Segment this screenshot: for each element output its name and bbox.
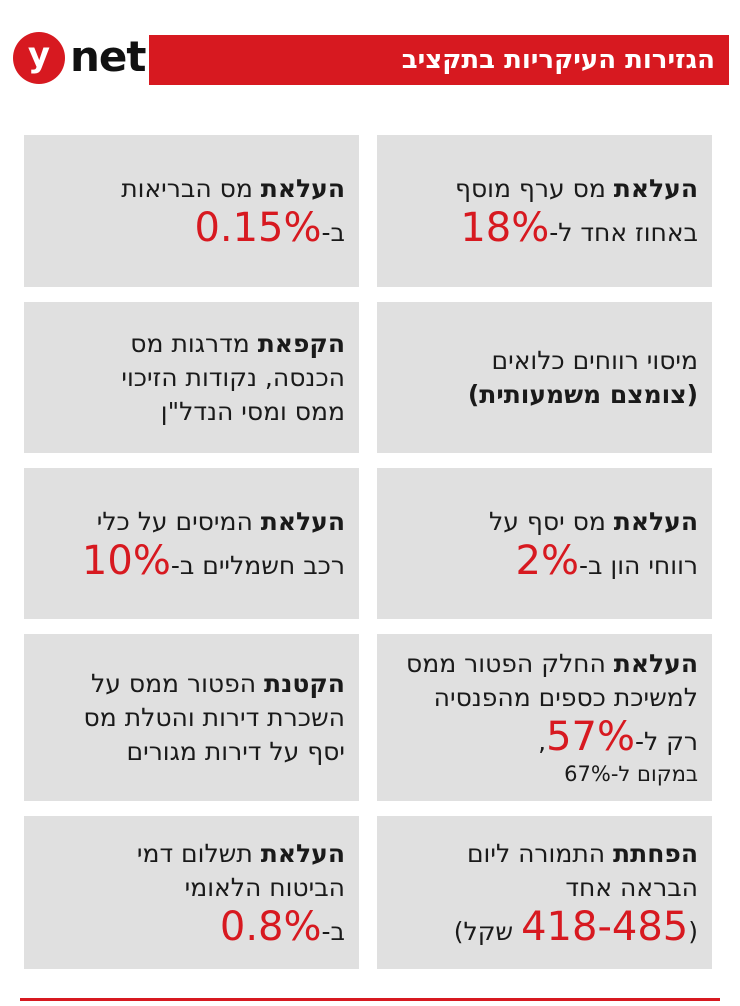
- cell-line: הכנסה, נקודות הזיכוי: [121, 362, 345, 392]
- cell-text: מס ערף מוסף: [454, 174, 614, 203]
- cell-highlight: העלאת: [613, 506, 698, 536]
- cell-big-value: 0.15%: [194, 205, 322, 251]
- cell-text: רווחי הון ב-: [579, 550, 698, 580]
- cell-highlight: הפחתת: [613, 838, 698, 868]
- cell-line: הפחתת התמורה ליום: [385, 837, 698, 871]
- cell-line: למשיכת כספים מהפנסיה: [433, 682, 698, 712]
- cell-line: רכב חשמליים ב-10%: [32, 539, 345, 583]
- cell-text: מדרגות מס: [130, 328, 258, 358]
- cell-line: רק ל-57%,: [385, 715, 698, 759]
- cell-line: העלאת החלק הפטור ממס: [385, 647, 698, 681]
- cell-text: התמורה ליום: [466, 838, 614, 868]
- cell-text: רק ל-: [634, 726, 698, 756]
- cell-line: העלאת המיסים על כלי: [32, 505, 345, 539]
- cell-big-value: 57%: [546, 713, 635, 760]
- cell-line: הבראה אחד: [565, 872, 698, 902]
- cell-line: העלאת מס הבריאות: [32, 172, 345, 206]
- logo-net-text: net: [70, 32, 146, 81]
- ynet-logo[interactable]: y net: [13, 32, 153, 90]
- cell-trapped-profits: מיסוי רווחים כלואים (צומצם משמעותית): [377, 302, 712, 453]
- cell-big-value: 0.8%: [219, 903, 322, 950]
- cell-ev-tax: העלאת המיסים על כלי רכב חשמליים ב-10%: [24, 468, 359, 619]
- cell-big-value: 10%: [81, 537, 171, 584]
- cell-big-value: 2%: [515, 537, 580, 584]
- cell-text: ב-: [321, 218, 345, 247]
- cell-line: מיסוי רווחים כלואים: [491, 345, 698, 375]
- footer-divider: [20, 998, 720, 1001]
- cell-line: העלאת מס ערף מוסף: [385, 172, 698, 206]
- cell-text: שקל): [453, 916, 522, 946]
- cell-text: ,: [538, 726, 547, 756]
- cell-text: מס יסף על: [489, 506, 614, 536]
- cell-line: הקפאת מדרגות מס: [32, 327, 345, 361]
- cell-text: תשלום דמי: [136, 838, 261, 868]
- cell-line: העלאת מס יסף על: [385, 505, 698, 539]
- cell-text: ב-: [321, 916, 345, 946]
- cell-text: באחוז אחד ל-: [549, 218, 698, 247]
- cell-text: המיסים על כלי: [96, 506, 261, 536]
- cell-highlight: הקטנת: [264, 668, 345, 698]
- cell-big-value: 418-485: [521, 903, 689, 950]
- cell-text: הפטור ממס על: [91, 668, 265, 698]
- cell-line: (418-485 שקל): [385, 905, 698, 949]
- cell-line: ב-0.15%: [32, 206, 345, 250]
- cell-line: באחוז אחד ל-18%: [385, 206, 698, 250]
- cell-highlight: העלאת: [260, 506, 345, 536]
- cell-freeze-brackets: הקפאת מדרגות מס הכנסה, נקודות הזיכוי ממס…: [24, 302, 359, 453]
- cell-text: מס הבריאות: [121, 174, 261, 203]
- cell-highlight: העלאת: [613, 174, 698, 203]
- cell-line: הקטנת הפטור ממס על: [32, 667, 345, 701]
- cell-vat: העלאת מס ערף מוסף באחוז אחד ל-18%: [377, 135, 712, 287]
- cell-line: העלאת תשלום דמי: [32, 837, 345, 871]
- cell-line: (צומצם משמעותית): [467, 379, 698, 409]
- cell-line: יסף על דירות מגורים: [126, 736, 345, 766]
- cell-text: רכב חשמליים ב-: [170, 550, 345, 580]
- cell-line: הביטוח הלאומי: [184, 872, 345, 902]
- cell-line: השכרת דירות והטלת מס: [83, 702, 345, 732]
- cell-highlight: העלאת: [613, 648, 698, 678]
- cell-big-value: 18%: [460, 205, 550, 251]
- cell-line: ב-0.8%: [32, 905, 345, 949]
- cell-recreation-pay: הפחתת התמורה ליום הבראה אחד (418-485 שקל…: [377, 816, 712, 969]
- cell-highlight: הקפאת: [257, 328, 345, 358]
- cell-text: (: [688, 916, 698, 946]
- cell-rental-exemption: הקטנת הפטור ממס על השכרת דירות והטלת מס …: [24, 634, 359, 801]
- cell-text: החלק הפטור ממס: [406, 648, 614, 678]
- cell-line: במקום ל-67%: [564, 761, 698, 786]
- title-bar: הגזירות העיקריות בתקציב: [149, 35, 729, 85]
- logo-y-circle: y: [13, 32, 65, 84]
- cell-highlight: העלאת: [260, 174, 345, 203]
- cell-capital-gains: העלאת מס יסף על רווחי הון ב-2%: [377, 468, 712, 619]
- page-title: הגזירות העיקריות בתקציב: [401, 45, 715, 75]
- cell-highlight: העלאת: [260, 838, 345, 868]
- cell-national-insurance: העלאת תשלום דמי הביטוח הלאומי ב-0.8%: [24, 816, 359, 969]
- cell-health-tax: העלאת מס הבריאות ב-0.15%: [24, 135, 359, 287]
- cell-line: ממס ומסי הנדל"ן: [160, 396, 345, 426]
- cell-line: רווחי הון ב-2%: [385, 539, 698, 583]
- cell-pension: העלאת החלק הפטור ממס למשיכת כספים מהפנסי…: [377, 634, 712, 801]
